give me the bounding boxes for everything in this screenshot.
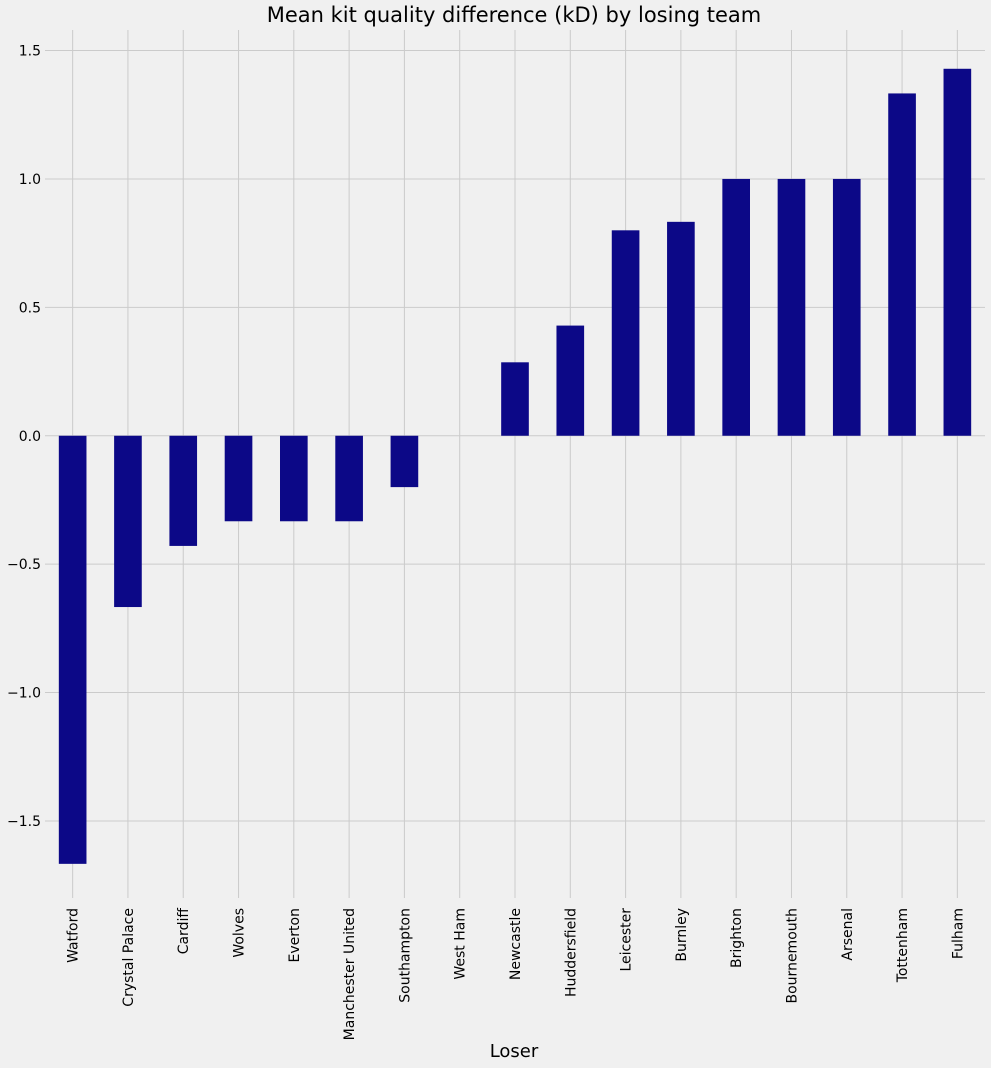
- x-tick-label: Bournemouth: [784, 908, 800, 1003]
- y-tick-label: 0.5: [19, 300, 41, 316]
- x-tick-label: Leicester: [619, 908, 635, 972]
- bars: [58, 68, 972, 864]
- y-tick-label: 1.5: [19, 44, 41, 60]
- x-axis-ticks: Watford Crystal Palace Cardiff Wolves Everto…: [66, 908, 967, 1041]
- bar: [390, 435, 419, 488]
- x-tick-label: Brighton: [729, 908, 745, 968]
- bar: [114, 435, 142, 608]
- x-tick-label: Cardiff: [176, 908, 192, 955]
- x-tick-label: Manchester United: [342, 908, 358, 1040]
- y-tick-label: −1.5: [7, 814, 41, 830]
- x-tick-label: Fulham: [950, 908, 966, 959]
- bar: [58, 435, 87, 864]
- x-tick-label: Huddersfield: [563, 908, 579, 997]
- x-tick-label: Arsenal: [840, 908, 856, 961]
- y-tick-label: 0.0: [19, 429, 41, 445]
- bar: [611, 230, 640, 436]
- x-tick-label: Tottenham: [895, 908, 911, 983]
- x-tick-label: Southampton: [397, 908, 413, 1003]
- bar: [169, 435, 198, 546]
- x-tick-label: Wolves: [232, 908, 248, 958]
- bar: [832, 178, 861, 436]
- bar: [280, 435, 308, 522]
- bar: [943, 68, 972, 436]
- bar: [224, 435, 253, 522]
- y-tick-label: −0.5: [7, 557, 41, 573]
- bar: [777, 178, 806, 436]
- bar: [888, 93, 916, 436]
- chart-title: Mean kit quality difference (kD) by losi…: [267, 3, 761, 27]
- x-tick-label: Burnley: [674, 908, 690, 962]
- x-tick-label: Crystal Palace: [121, 908, 137, 1007]
- x-tick-label: Everton: [287, 908, 303, 962]
- bar: [667, 221, 695, 436]
- bar: [722, 178, 750, 436]
- bar: [556, 325, 585, 436]
- y-axis-ticks: −1.5 −1.0 −0.5 0.0 0.5 1.0 1.5: [7, 44, 41, 830]
- x-tick-label: Watford: [66, 908, 82, 963]
- bar: [501, 362, 529, 436]
- bar: [335, 435, 363, 522]
- y-tick-label: −1.0: [7, 686, 41, 702]
- y-tick-label: 1.0: [19, 172, 41, 188]
- x-tick-label: Newcastle: [508, 908, 524, 980]
- x-axis-title: Loser: [490, 1041, 539, 1062]
- x-tick-label: West Ham: [453, 908, 469, 980]
